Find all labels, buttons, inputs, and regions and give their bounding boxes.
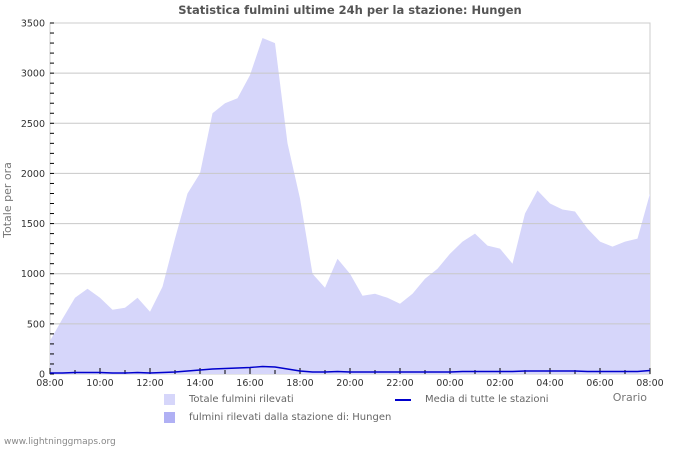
x-tick-label: 06:00 bbox=[586, 378, 613, 389]
legend-swatch-station bbox=[164, 412, 175, 423]
x-tick-label: 12:00 bbox=[136, 378, 163, 389]
legend-label-station: fulmini rilevati dalla stazione di: Hung… bbox=[189, 412, 392, 423]
legend-label-total: Totale fulmini rilevati bbox=[189, 394, 294, 405]
x-tick-label: 22:00 bbox=[386, 378, 413, 389]
y-axis-label: Totale per ora bbox=[1, 162, 14, 239]
legend-swatch-average bbox=[395, 398, 411, 401]
y-tick-label: 0 bbox=[39, 370, 45, 381]
x-tick-label: 14:00 bbox=[186, 378, 213, 389]
y-tick-label: 500 bbox=[27, 319, 45, 330]
x-tick-label: 10:00 bbox=[86, 378, 113, 389]
x-tick-label: 20:00 bbox=[336, 378, 363, 389]
y-tick-label: 2500 bbox=[21, 119, 45, 130]
area-total-strikes bbox=[50, 38, 650, 374]
legend-item-total: Totale fulmini rilevati bbox=[164, 394, 294, 405]
footer-site-link[interactable]: www.lightninggmaps.org bbox=[4, 437, 116, 447]
legend-label-average: Media di tutte le stazioni bbox=[425, 394, 549, 405]
y-tick-label: 1500 bbox=[21, 219, 45, 230]
x-tick-label: 04:00 bbox=[536, 378, 563, 389]
y-tick-label: 2000 bbox=[21, 169, 45, 180]
chart-title: Statistica fulmini ultime 24h per la sta… bbox=[178, 3, 522, 17]
x-tick-label: 02:00 bbox=[486, 378, 513, 389]
y-tick-label: 3500 bbox=[21, 19, 45, 30]
x-tick-label: 08:00 bbox=[636, 378, 663, 389]
line-average-all-stations bbox=[49, 365, 651, 374]
y-tick-label: 3000 bbox=[21, 69, 45, 80]
y-tick-label: 1000 bbox=[21, 269, 45, 280]
x-tick-label: 08:00 bbox=[36, 378, 63, 389]
x-tick-label: 18:00 bbox=[286, 378, 313, 389]
legend-item-station: fulmini rilevati dalla stazione di: Hung… bbox=[164, 412, 391, 423]
legend-swatch-total bbox=[164, 394, 175, 405]
x-tick-label: 00:00 bbox=[436, 378, 463, 389]
x-tick-label: 16:00 bbox=[236, 378, 263, 389]
x-axis-label: Orario bbox=[613, 391, 648, 404]
legend-item-average: Media di tutte le stazioni bbox=[395, 394, 549, 405]
